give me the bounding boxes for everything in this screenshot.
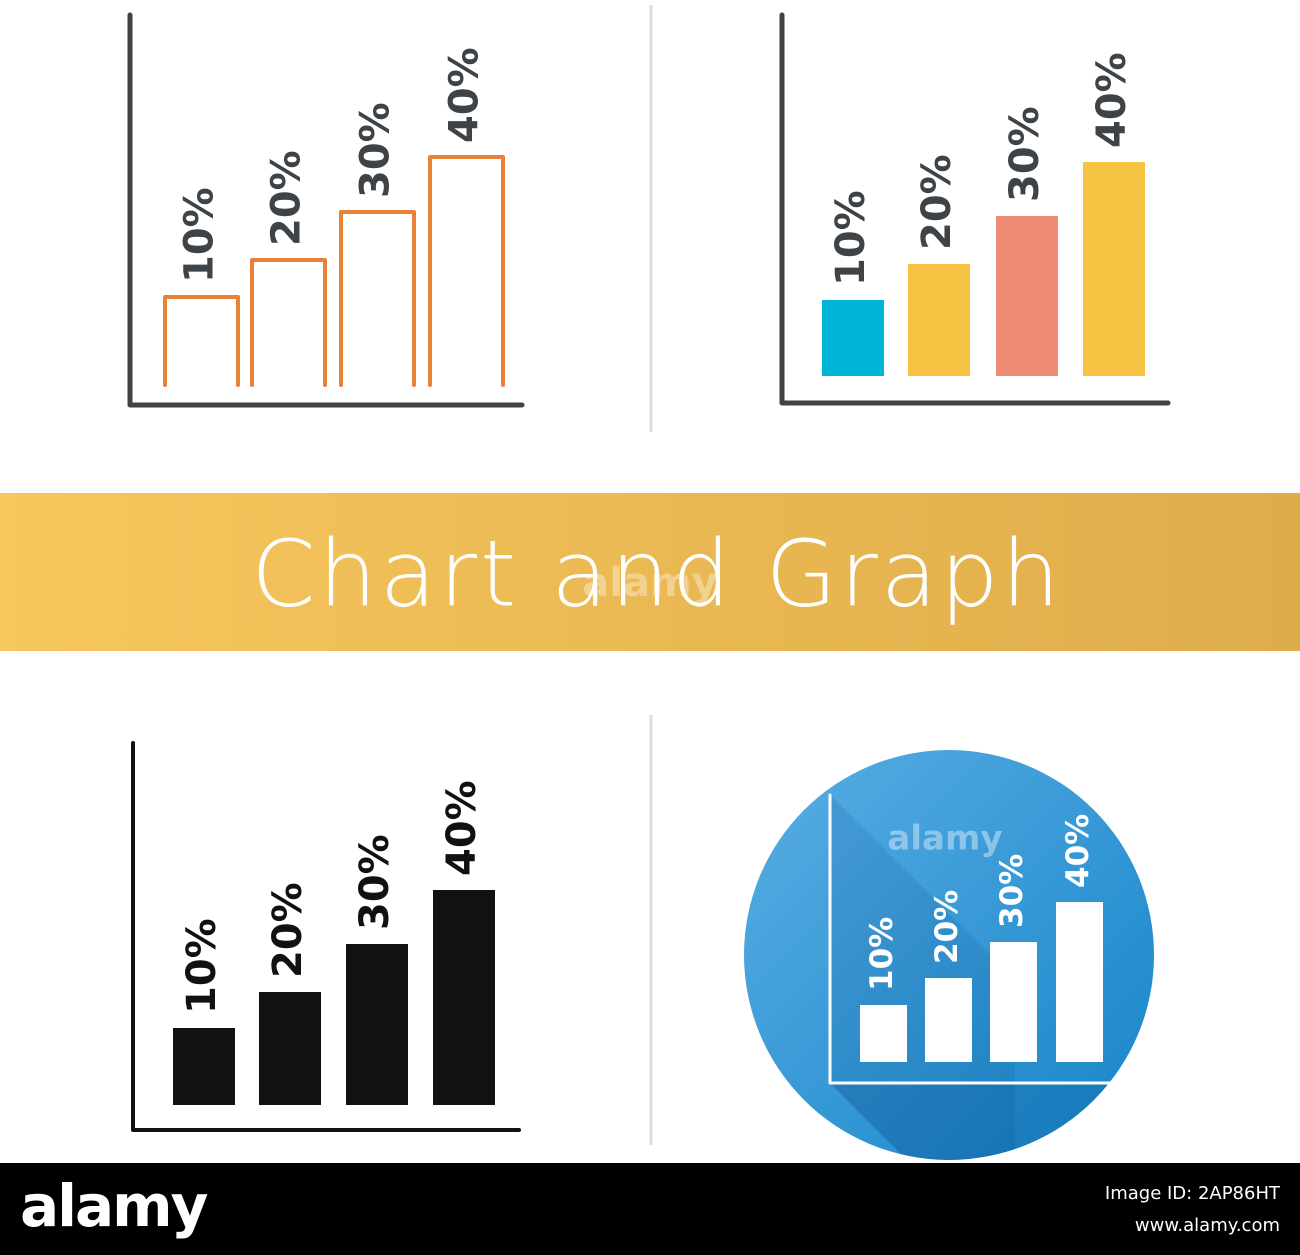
bar-label: 10% <box>177 187 223 283</box>
watermark: alamy <box>582 560 717 606</box>
bar-label: 10% <box>864 917 900 991</box>
bar-label: 30% <box>994 854 1030 928</box>
image-id: Image ID: 2AP86HT <box>1105 1183 1281 1204</box>
bar-label: 30% <box>1002 106 1048 202</box>
icon-circle <box>744 750 1154 1160</box>
axis <box>131 741 521 1132</box>
bar-label: 20% <box>929 890 965 964</box>
bar <box>822 300 884 376</box>
bar <box>1083 162 1145 376</box>
bar <box>428 155 505 387</box>
axis <box>127 12 525 408</box>
bar-label: 40% <box>442 47 488 143</box>
footer-logo: alamy <box>20 1172 208 1240</box>
bar <box>259 992 321 1105</box>
bar-label: 40% <box>1060 814 1096 888</box>
bar <box>173 1028 235 1105</box>
bar-label: 40% <box>439 780 485 876</box>
banner <box>0 493 1300 651</box>
watermark: alamy <box>887 819 1002 859</box>
bar-label: 20% <box>264 150 310 246</box>
bar <box>908 264 970 376</box>
bar-label: 40% <box>1089 52 1135 148</box>
bar <box>163 295 240 387</box>
long-shadow <box>830 1083 1154 1160</box>
axis <box>828 793 1117 1085</box>
bar <box>250 258 327 387</box>
bar <box>925 978 972 1062</box>
bar-label: 10% <box>828 190 874 286</box>
bar <box>339 210 416 387</box>
long-shadow <box>830 795 1015 1160</box>
bar-label: 30% <box>353 102 399 198</box>
bar-label: 20% <box>265 882 311 978</box>
bar <box>346 944 408 1105</box>
bar-label: 30% <box>352 834 398 930</box>
footer <box>0 1163 1300 1255</box>
url: www.alamy.com <box>1135 1215 1280 1236</box>
bar-label: 10% <box>179 918 225 1014</box>
bar <box>860 1005 907 1062</box>
bar <box>990 942 1037 1062</box>
bar <box>996 216 1058 376</box>
bar-label: 20% <box>914 154 960 250</box>
axis <box>779 12 1171 406</box>
banner-title: Chart and Graph <box>251 521 1063 628</box>
bar <box>1056 902 1103 1062</box>
bar <box>433 890 495 1105</box>
